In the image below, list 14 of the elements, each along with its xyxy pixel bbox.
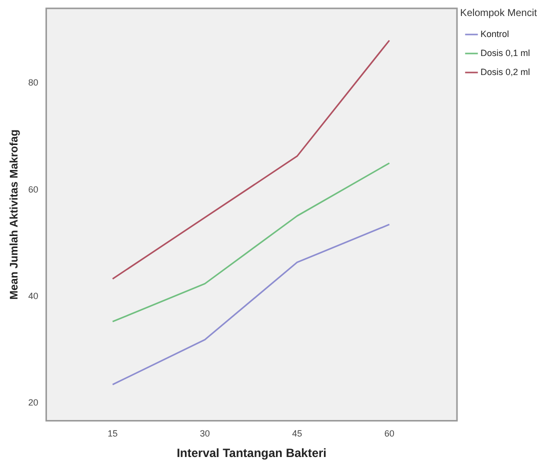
x-tick-label: 30 bbox=[200, 428, 210, 439]
y-tick-label: 40 bbox=[28, 290, 38, 301]
legend-label: Kontrol bbox=[480, 28, 510, 39]
x-tick-label: 60 bbox=[384, 428, 394, 439]
x-tick-label: 45 bbox=[292, 428, 302, 439]
y-axis-title: Mean Jumlah Aktivitas Makrofag bbox=[8, 130, 21, 300]
y-tick-label: 60 bbox=[28, 184, 38, 194]
x-tick-label: 15 bbox=[108, 428, 118, 439]
y-tick-label: 80 bbox=[28, 78, 38, 88]
legend-label: Dosis 0,1 ml bbox=[480, 48, 530, 58]
y-tick-label: 20 bbox=[28, 398, 38, 408]
legend-label: Dosis 0,2 ml bbox=[480, 66, 530, 77]
x-axis-title: Interval Tantangan Bakteri bbox=[176, 446, 327, 460]
legend-title: Kelompok Mencit bbox=[460, 8, 538, 19]
